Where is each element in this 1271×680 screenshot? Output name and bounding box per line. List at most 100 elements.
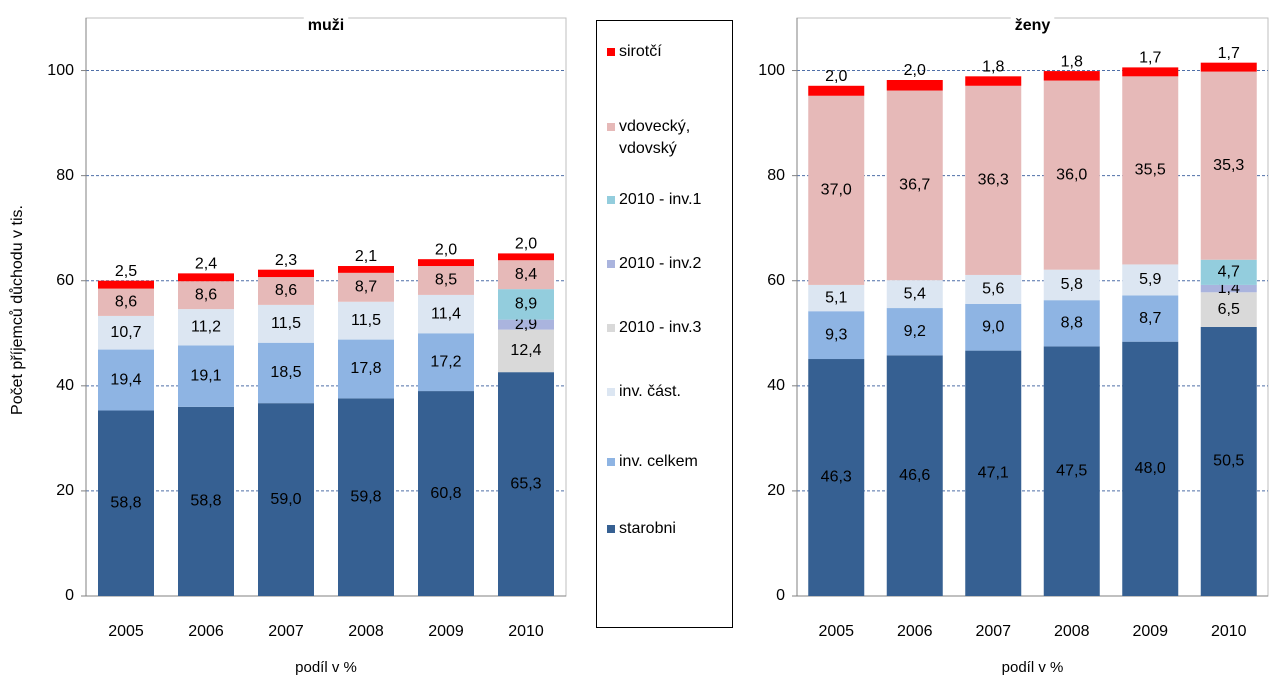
data-label: 18,5: [270, 364, 301, 381]
bar-segment: [418, 391, 474, 596]
data-label: 19,4: [110, 371, 141, 388]
bar-segment: [98, 280, 154, 289]
bar-segment: [808, 359, 865, 596]
data-label: 8,5: [435, 272, 457, 289]
title-bg: [303, 16, 349, 36]
x-tick-label: 2005: [108, 623, 144, 640]
plot-frame: [85, 17, 567, 597]
data-label: 2,0: [515, 236, 537, 253]
data-label: 36,7: [899, 177, 930, 194]
y-tick-label: 0: [65, 587, 74, 604]
data-label: 35,3: [1213, 157, 1244, 174]
bar-segment: [886, 355, 943, 596]
bar-segment: [98, 288, 154, 316]
bar-segment: [1122, 264, 1179, 296]
chart-title: muži: [308, 17, 344, 34]
x-tick-label: 2005: [818, 623, 854, 640]
data-label: 11,2: [191, 318, 221, 335]
legend-swatch: [607, 260, 615, 268]
bar-segment: [178, 281, 234, 310]
data-label: 35,5: [1135, 162, 1166, 179]
data-label: 37,0: [821, 182, 852, 199]
bar-segment: [498, 289, 554, 320]
data-label: 11,5: [271, 315, 301, 332]
y-tick-label: 40: [56, 377, 74, 394]
bar-segment: [338, 398, 394, 596]
bar-segment: [258, 304, 314, 343]
bar-segment: [258, 269, 314, 278]
data-label: 36,0: [1056, 166, 1087, 183]
bar-segment: [1200, 62, 1257, 72]
legend-label: 2010 - inv.2: [619, 255, 702, 272]
data-label: 10,7: [110, 324, 141, 341]
x-tick-label: 2010: [508, 623, 544, 640]
x-tick-label: 2008: [348, 623, 384, 640]
bar-segment: [498, 253, 554, 261]
bar-segment: [886, 308, 943, 356]
data-label: 46,3: [821, 469, 852, 486]
bar-segment: [886, 80, 943, 91]
legend-swatch: [607, 525, 615, 533]
bar-segment: [1043, 269, 1100, 301]
data-label: 50,5: [1213, 453, 1244, 470]
legend-label: sirotčí: [619, 43, 662, 60]
bar-segment: [98, 410, 154, 596]
data-label: 12,4: [510, 342, 541, 359]
bar-segment: [886, 280, 943, 309]
chart-title: ženy: [1015, 17, 1051, 34]
data-label: 60,8: [430, 485, 461, 502]
data-label: 9,0: [982, 318, 1004, 335]
data-label: 46,6: [899, 467, 930, 484]
bar-segment: [98, 315, 154, 350]
bar-segment: [258, 342, 314, 404]
x-axis-label: podíl v %: [295, 659, 357, 676]
bar-segment: [418, 294, 474, 334]
legend-item: inv. celkem: [607, 451, 732, 473]
bar-segment: [98, 349, 154, 411]
bar-segment: [418, 333, 474, 392]
y-tick-label: 0: [776, 587, 785, 604]
data-label: 19,1: [190, 367, 221, 384]
bar-segment: [1043, 80, 1100, 270]
data-label: 5,6: [982, 281, 1004, 298]
legend-item: 2010 - inv.2: [607, 253, 732, 275]
data-label: 8,7: [1139, 310, 1161, 327]
bar-segment: [1200, 292, 1257, 327]
bar-segment: [1043, 300, 1100, 347]
legend-swatch: [607, 458, 615, 466]
legend-item: 2010 - inv.3: [607, 317, 732, 339]
x-tick-label: 2007: [268, 623, 304, 640]
y-tick-label: 80: [56, 167, 74, 184]
data-label: 8,6: [115, 293, 137, 310]
data-label: 1,7: [1139, 50, 1161, 67]
y-tick-label: 60: [56, 272, 74, 289]
y-tick-label: 100: [47, 62, 74, 79]
bar-segment: [808, 95, 865, 285]
data-label: 2,0: [825, 68, 847, 85]
x-tick-label: 2008: [1054, 623, 1090, 640]
y-tick-label: 100: [758, 62, 785, 79]
bar-segment: [1200, 326, 1257, 596]
bar-segment: [418, 266, 474, 295]
legend-label: inv. celkem: [619, 453, 698, 470]
bar-segment: [258, 403, 314, 596]
bar-segment: [258, 277, 314, 305]
bar-segment: [1200, 259, 1257, 285]
bar-segment: [1122, 67, 1179, 77]
legend-swatch: [607, 324, 615, 332]
data-label: 9,2: [904, 323, 926, 340]
bar-segment: [1043, 71, 1100, 81]
bar-segment: [338, 266, 394, 273]
data-label: 59,0: [270, 491, 301, 508]
y-tick-label: 20: [56, 482, 74, 499]
legend-label: 2010 - inv.3: [619, 319, 702, 336]
bar-segment: [965, 85, 1022, 275]
x-tick-label: 2009: [1132, 623, 1168, 640]
data-label: 2,4: [195, 256, 217, 273]
bar-segment: [808, 311, 865, 360]
data-label: 5,4: [904, 285, 926, 302]
data-label: 11,4: [431, 305, 461, 322]
bar-segment: [886, 90, 943, 281]
